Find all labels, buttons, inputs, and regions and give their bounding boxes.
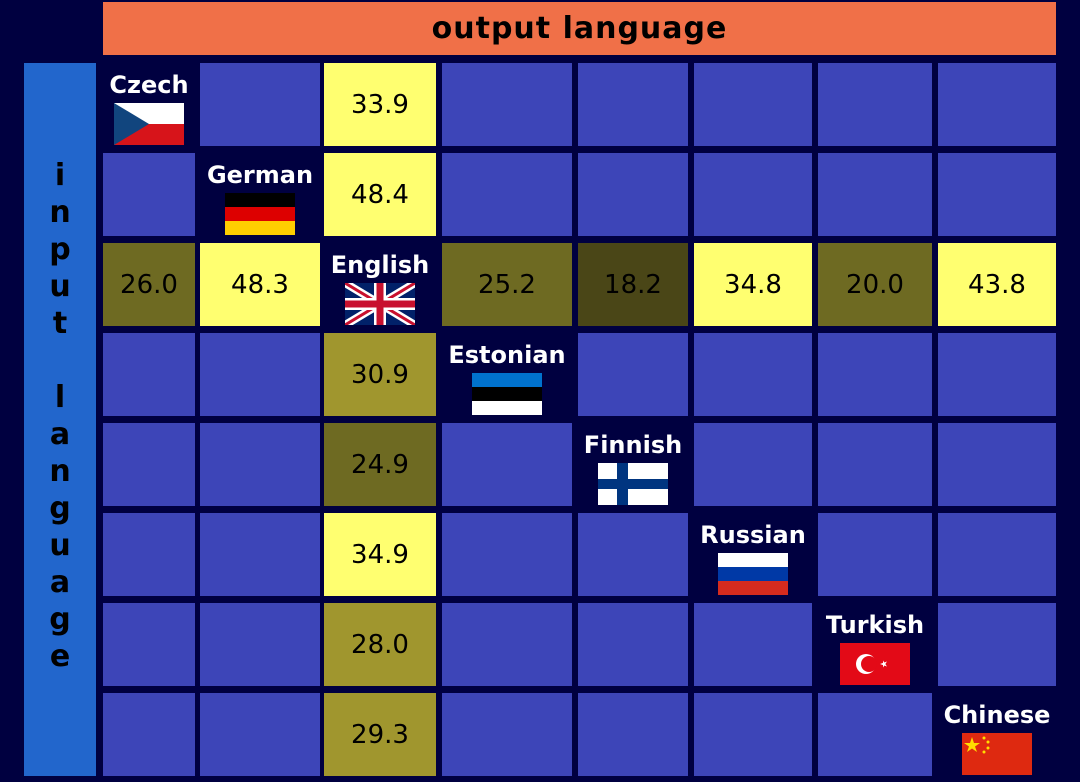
- language-label: Finnish: [583, 431, 683, 459]
- diagonal-language-english: English: [324, 243, 436, 329]
- empty-cell: [818, 423, 932, 506]
- input-label-letter: g: [49, 602, 71, 637]
- empty-cell: [442, 423, 572, 506]
- german-flag-icon: [225, 193, 295, 235]
- input-label-letter: a: [49, 417, 71, 452]
- score-cell: 48.3: [200, 243, 320, 326]
- turkish-flag-icon: [840, 643, 910, 685]
- diagonal-language-german: German: [200, 153, 320, 236]
- empty-cell: [578, 333, 688, 416]
- language-label: Turkish: [825, 611, 925, 639]
- empty-cell: [694, 693, 812, 776]
- empty-cell: [938, 423, 1056, 506]
- empty-cell: [694, 423, 812, 506]
- diagonal-language-estonian: Estonian: [442, 333, 572, 416]
- empty-cell: [442, 603, 572, 686]
- empty-cell: [200, 513, 320, 596]
- empty-cell: [103, 333, 195, 416]
- empty-cell: [938, 63, 1056, 146]
- empty-cell: [818, 63, 932, 146]
- empty-cell: [578, 513, 688, 596]
- diagonal-language-russian: Russian: [694, 513, 812, 596]
- empty-cell: [938, 333, 1056, 416]
- russian-flag-icon: [718, 553, 788, 595]
- language-label: English: [330, 251, 430, 279]
- score-cell: 29.3: [324, 693, 436, 776]
- empty-cell: [818, 513, 932, 596]
- score-cell: 34.9: [324, 513, 436, 596]
- empty-cell: [818, 153, 932, 236]
- uk-flag-icon: [342, 279, 418, 329]
- diagonal-language-chinese: Chinese: [938, 693, 1056, 776]
- empty-cell: [200, 423, 320, 506]
- empty-cell: [938, 153, 1056, 236]
- diagonal-language-czech: Czech: [103, 63, 195, 146]
- empty-cell: [578, 603, 688, 686]
- language-label: Estonian: [448, 341, 566, 369]
- input-label-letter: u: [49, 269, 71, 304]
- empty-cell: [578, 693, 688, 776]
- empty-cell: [578, 153, 688, 236]
- empty-cell: [818, 693, 932, 776]
- empty-cell: [103, 423, 195, 506]
- input-label-letter: n: [49, 195, 71, 230]
- input-label-letter: t: [52, 306, 68, 341]
- input-label-letter: e: [49, 639, 71, 674]
- diagonal-language-turkish: Turkish: [818, 603, 932, 686]
- score-cell: 25.2: [442, 243, 572, 326]
- empty-cell: [442, 153, 572, 236]
- empty-cell: [442, 63, 572, 146]
- input-label-letter: g: [49, 491, 71, 526]
- estonian-flag-icon: [472, 373, 542, 415]
- score-cell: 30.9: [324, 333, 436, 416]
- empty-cell: [694, 63, 812, 146]
- empty-cell: [442, 693, 572, 776]
- language-label: German: [206, 161, 314, 189]
- empty-cell: [200, 603, 320, 686]
- empty-cell: [818, 333, 932, 416]
- empty-cell: [200, 63, 320, 146]
- input-label-letter: i: [54, 158, 66, 193]
- empty-cell: [103, 693, 195, 776]
- diagonal-language-finnish: Finnish: [578, 423, 688, 506]
- chinese-flag-icon: [962, 733, 1032, 775]
- empty-cell: [103, 513, 195, 596]
- score-cell: 20.0: [818, 243, 932, 326]
- empty-cell: [938, 513, 1056, 596]
- empty-cell: [694, 333, 812, 416]
- output-language-header: output language: [103, 2, 1056, 55]
- score-cell: 28.0: [324, 603, 436, 686]
- empty-cell: [694, 603, 812, 686]
- empty-cell: [200, 693, 320, 776]
- empty-cell: [200, 333, 320, 416]
- language-label: Russian: [700, 521, 806, 549]
- empty-cell: [442, 513, 572, 596]
- czech-flag-icon: [114, 103, 184, 145]
- input-label-letter: p: [49, 232, 71, 267]
- input-label-letter: l: [54, 380, 66, 415]
- empty-cell: [694, 153, 812, 236]
- input-label-letter: n: [49, 454, 71, 489]
- empty-cell: [103, 603, 195, 686]
- score-cell: 24.9: [324, 423, 436, 506]
- language-label: Chinese: [943, 701, 1051, 729]
- score-cell: 33.9: [324, 63, 436, 146]
- empty-cell: [938, 603, 1056, 686]
- empty-cell: [103, 153, 195, 236]
- empty-cell: [578, 63, 688, 146]
- score-cell: 43.8: [938, 243, 1056, 326]
- input-label-letter: u: [49, 528, 71, 563]
- language-label: Czech: [109, 71, 189, 99]
- score-cell: 34.8: [694, 243, 812, 326]
- finnish-flag-icon: [598, 463, 668, 505]
- score-cell: 48.4: [324, 153, 436, 236]
- score-cell: 26.0: [103, 243, 195, 326]
- score-cell: 18.2: [578, 243, 688, 326]
- input-label-letter: a: [49, 565, 71, 600]
